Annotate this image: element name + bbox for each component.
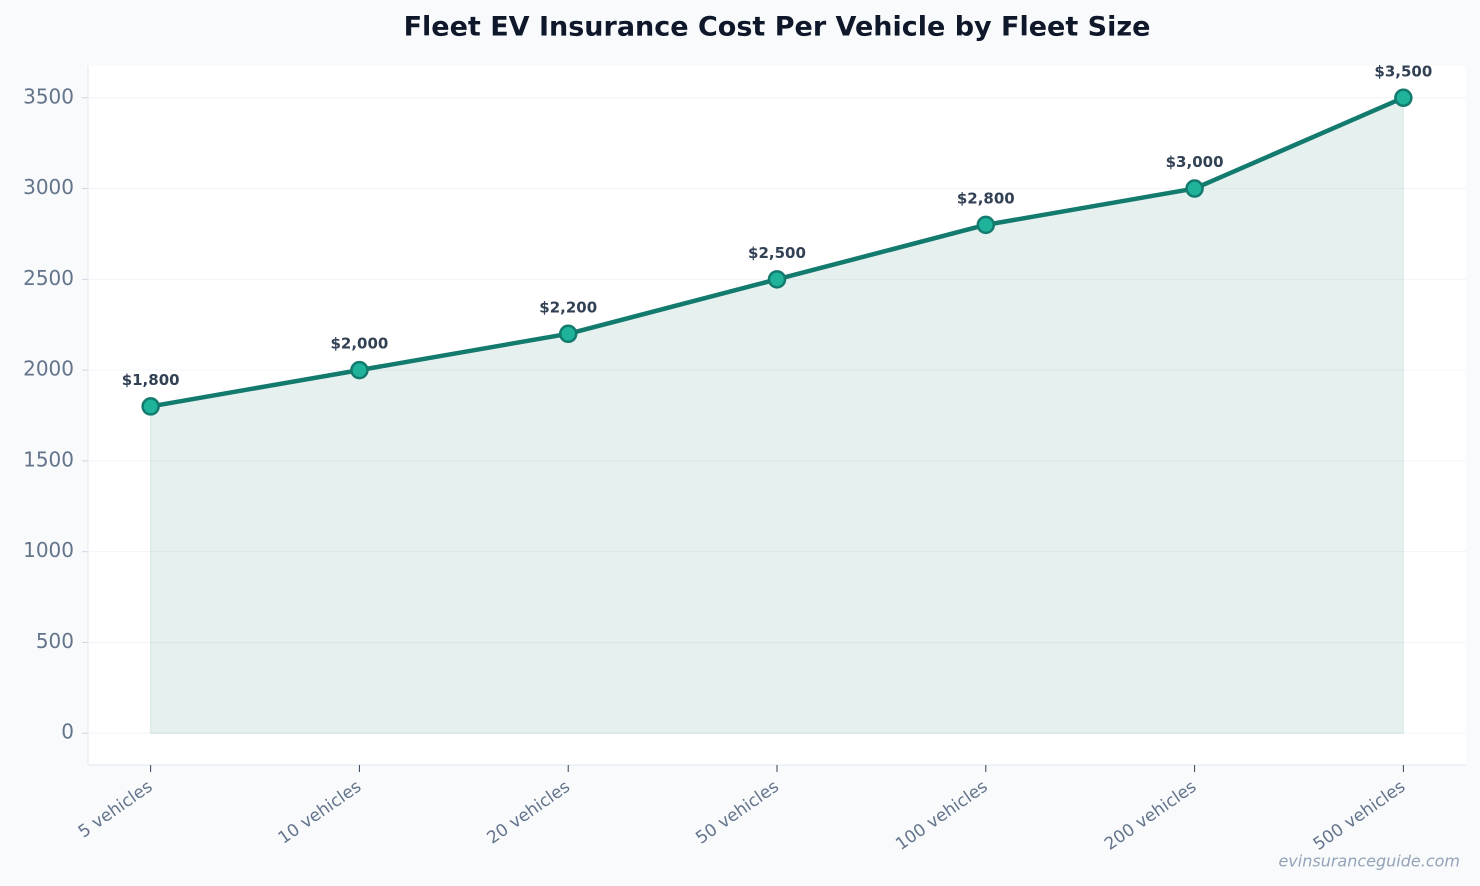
x-tick-label: 5 vehicles xyxy=(75,777,157,843)
value-label: $1,800 xyxy=(122,371,180,389)
x-tick-label: 50 vehicles xyxy=(692,777,783,849)
x-tick-label: 10 vehicles xyxy=(275,777,366,849)
y-tick-label: 1500 xyxy=(23,447,74,471)
y-tick-label: 2500 xyxy=(23,266,74,290)
y-tick-label: 3000 xyxy=(23,175,74,199)
marker xyxy=(976,215,996,235)
x-tick-label: 100 vehicles xyxy=(892,777,991,855)
marker xyxy=(767,270,787,289)
value-label: $2,800 xyxy=(957,189,1015,207)
watermark: evinsuranceguide.com xyxy=(1278,852,1460,871)
value-label: $2,000 xyxy=(330,335,388,353)
marker xyxy=(350,360,369,380)
y-tick-label: 0 xyxy=(61,720,74,744)
value-label: $3,500 xyxy=(1374,62,1432,80)
x-tick-label: 200 vehicles xyxy=(1101,777,1200,855)
value-label: $2,500 xyxy=(748,244,806,262)
y-tick-label: 3500 xyxy=(23,84,74,108)
plot-area xyxy=(88,66,1466,765)
y-tick-label: 1000 xyxy=(23,538,74,562)
x-tick-label: 500 vehicles xyxy=(1310,777,1409,855)
chart-title: Fleet EV Insurance Cost Per Vehicle by F… xyxy=(404,12,1151,43)
value-label: $3,000 xyxy=(1166,153,1224,171)
marker xyxy=(558,324,578,344)
value-label: $2,200 xyxy=(539,298,597,316)
y-tick-label: 2000 xyxy=(23,357,74,381)
marker xyxy=(1185,179,1204,198)
marker xyxy=(1394,88,1413,108)
x-tick-label: 20 vehicles xyxy=(483,777,574,849)
y-tick-label: 500 xyxy=(36,629,74,653)
marker xyxy=(141,397,160,416)
